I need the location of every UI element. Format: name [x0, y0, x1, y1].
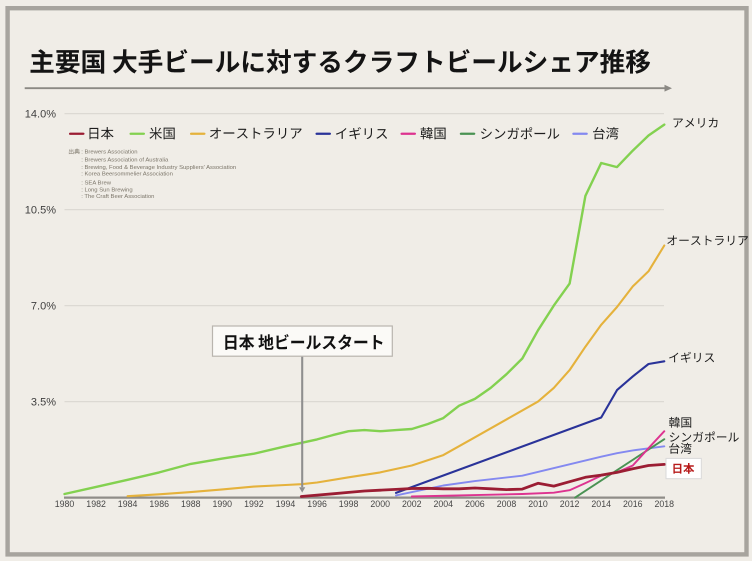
svg-text:1990: 1990 — [213, 499, 233, 509]
svg-text:1998: 1998 — [339, 499, 359, 509]
svg-text:1994: 1994 — [276, 499, 296, 509]
svg-text:1986: 1986 — [149, 499, 169, 509]
svg-text:: SEA Brew: : SEA Brew — [81, 180, 112, 186]
svg-text:14.0%: 14.0% — [25, 108, 56, 120]
svg-text:2004: 2004 — [434, 499, 454, 509]
svg-text:2006: 2006 — [465, 499, 485, 509]
svg-text:2002: 2002 — [402, 499, 422, 509]
svg-text:2012: 2012 — [560, 499, 580, 509]
svg-text:: Brewers Association of Austr: : Brewers Association of Australia — [81, 157, 169, 163]
svg-text:2008: 2008 — [497, 499, 517, 509]
svg-text:: The Craft Beer Association: : The Craft Beer Association — [81, 194, 154, 200]
svg-text:1980: 1980 — [55, 499, 75, 509]
svg-text:: Brewers Association: : Brewers Association — [81, 150, 137, 156]
svg-text:7.0%: 7.0% — [31, 300, 56, 312]
svg-text:: Korea Beersommelier Associat: : Korea Beersommelier Association — [81, 172, 173, 178]
svg-text:: Long Sun Brewing: : Long Sun Brewing — [81, 188, 132, 194]
svg-text:1984: 1984 — [118, 499, 138, 509]
svg-text:2010: 2010 — [528, 499, 548, 509]
svg-text:2018: 2018 — [655, 499, 675, 509]
svg-text:1982: 1982 — [86, 499, 106, 509]
svg-text:2000: 2000 — [370, 499, 390, 509]
svg-text:10.5%: 10.5% — [25, 204, 56, 216]
svg-text:3.5%: 3.5% — [31, 396, 56, 408]
svg-text:2014: 2014 — [591, 499, 611, 509]
svg-text:1988: 1988 — [181, 499, 201, 509]
svg-text:2016: 2016 — [623, 499, 643, 509]
svg-text:1992: 1992 — [244, 499, 264, 509]
svg-text:1996: 1996 — [307, 499, 327, 509]
svg-text:: Brewing, Food & Beverage Ind: : Brewing, Food & Beverage Industry Supp… — [81, 165, 236, 171]
